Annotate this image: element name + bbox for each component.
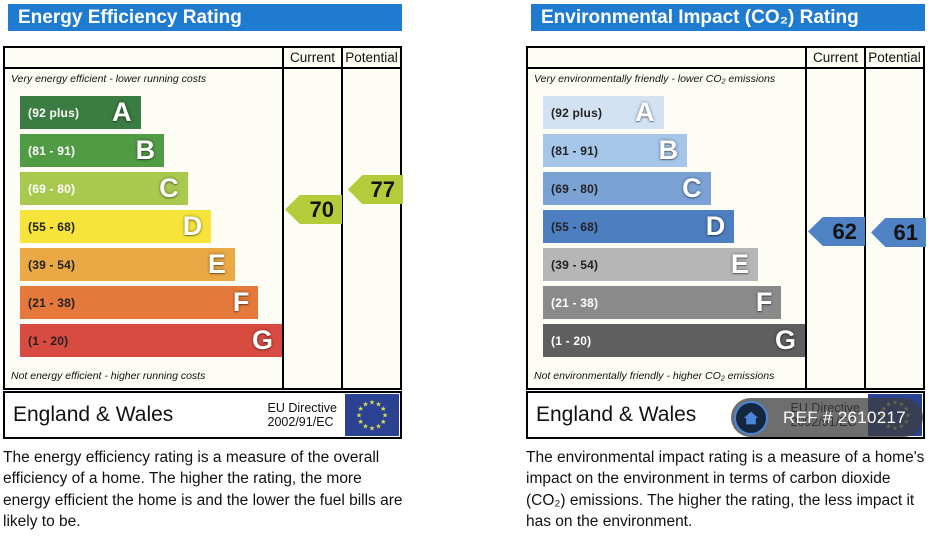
energy-bottom-note: Not energy efficient - higher running co… [11, 370, 206, 382]
energy-description: The energy efficiency rating is a measur… [3, 449, 403, 531]
environment-rating-header-spacer [528, 48, 805, 69]
environment-chart-title-bar: Environmental Impact (CO₂) Rating [531, 4, 925, 31]
environment-bands: (92 plus) A (81 - 91) B (69 - 80) C (5 [543, 96, 805, 362]
svg-text:★: ★ [382, 412, 388, 420]
band-range-label: (81 - 91) [28, 143, 76, 158]
ref-watermark: REF # 2610217 [731, 398, 923, 437]
band-range-label: (81 - 91) [551, 143, 599, 158]
band-range-label: (21 - 38) [551, 295, 599, 310]
energy-band-a: (92 plus) A [20, 96, 141, 129]
environment-top-note: Very environmentally friendly - lower CO… [534, 73, 776, 85]
eu-stars: ★★★ ★★★ ★★★ ★★★ [356, 399, 388, 433]
energy-top-note: Very energy efficient - lower running co… [11, 73, 207, 85]
environment-potential-column: Potential [864, 48, 923, 388]
environment-band-b: (81 - 91) B [543, 134, 688, 167]
energy-band-g: (1 - 20) G [20, 324, 282, 357]
svg-text:★: ★ [375, 423, 381, 431]
current-column-header: Current [284, 48, 341, 69]
band-letter: C [682, 173, 702, 203]
band-range-label: (1 - 20) [28, 333, 69, 348]
environment-band-c: (69 - 80) C [543, 172, 711, 205]
band-letter: B [658, 135, 679, 165]
band-letter: A [635, 97, 655, 127]
svg-text:★: ★ [369, 425, 375, 433]
current-column-header: Current [807, 48, 864, 69]
energy-rating-column: Very energy efficient - lower running co… [5, 48, 282, 388]
band-range-label: (55 - 68) [551, 219, 599, 234]
region-label: England & Wales [536, 403, 697, 426]
energy-band-e: (39 - 54) E [20, 248, 235, 281]
svg-text:★: ★ [358, 418, 364, 426]
energy-band-c: (69 - 80) C [20, 172, 188, 205]
environment-current-column: Current [805, 48, 864, 388]
band-letter: G [774, 325, 796, 355]
energy-potential-column: Potential [341, 48, 400, 388]
environment-band-e: (39 - 54) E [543, 248, 758, 281]
environment-rating-body: Very environmentally friendly - lower CO… [528, 69, 805, 388]
svg-text:★: ★ [380, 405, 386, 413]
energy-rating-table: Very energy efficient - lower running co… [3, 46, 403, 390]
energy-bands: (92 plus) A (81 - 91) B (69 - 80) C (5 [20, 96, 282, 362]
region-label: England & Wales [13, 403, 174, 426]
svg-text:★: ★ [380, 418, 386, 426]
band-letter: B [135, 135, 156, 165]
environment-description: The environmental impact rating is a mea… [526, 449, 925, 531]
environment-current-value: 62 [832, 218, 857, 244]
band-range-label: (92 plus) [28, 105, 80, 120]
energy-chart-title-bar: Energy Efficiency Rating [8, 4, 402, 31]
energy-potential-value: 77 [370, 176, 395, 202]
band-letter: E [730, 249, 749, 279]
band-letter: A [112, 97, 132, 127]
band-letter: F [755, 287, 773, 317]
band-letter: D [182, 211, 203, 241]
ref-number: REF # 2610217 [783, 407, 906, 427]
house-icon [743, 411, 759, 424]
band-range-label: (21 - 38) [28, 295, 76, 310]
potential-column-header: Potential [866, 48, 923, 69]
svg-text:★: ★ [358, 405, 364, 413]
energy-efficiency-chart: Energy Efficiency Rating Very energy eff… [3, 4, 403, 533]
environment-rating-table: Very environmentally friendly - lower CO… [526, 46, 926, 390]
band-range-label: (92 plus) [551, 105, 603, 120]
eu-flag-icon: ★★★ ★★★ ★★★ ★★★ [345, 394, 399, 436]
svg-text:★: ★ [362, 423, 368, 431]
energy-footer: England & Wales EU Directive 2002/91/EC … [3, 391, 402, 439]
energy-current-value: 70 [309, 196, 334, 222]
svg-text:★: ★ [356, 412, 362, 420]
environment-band-d: (55 - 68) D [543, 210, 735, 243]
band-letter: F [232, 287, 250, 317]
environmental-impact-chart: Environmental Impact (CO₂) Rating Very e… [526, 4, 926, 533]
eu-directive-label: EU Directive 2002/91/EC [267, 400, 337, 429]
energy-current-column: Current [282, 48, 341, 388]
environment-band-f: (21 - 38) F [543, 286, 782, 319]
environment-band-a: (92 plus) A [543, 96, 664, 129]
environment-potential-value: 61 [893, 219, 918, 245]
environment-chart-title: Environmental Impact (CO₂) Rating [541, 6, 859, 28]
energy-chart-title: Energy Efficiency Rating [18, 6, 242, 28]
band-letter: D [705, 211, 726, 241]
svg-text:★: ★ [375, 400, 381, 408]
potential-column-header: Potential [343, 48, 400, 69]
band-range-label: (69 - 80) [28, 181, 76, 196]
energy-band-f: (21 - 38) F [20, 286, 259, 319]
svg-text:★: ★ [369, 399, 375, 407]
band-range-label: (69 - 80) [551, 181, 599, 196]
environment-bottom-note: Not environmentally friendly - higher CO… [534, 370, 775, 382]
band-range-label: (55 - 68) [28, 219, 76, 234]
band-letter: E [207, 249, 226, 279]
energy-band-b: (81 - 91) B [20, 134, 165, 167]
band-range-label: (1 - 20) [551, 333, 592, 348]
band-range-label: (39 - 54) [551, 257, 599, 272]
band-letter: G [251, 325, 273, 355]
energy-rating-body: Very energy efficient - lower running co… [5, 69, 282, 388]
environment-rating-column: Very environmentally friendly - lower CO… [528, 48, 805, 388]
energy-band-d: (55 - 68) D [20, 210, 212, 243]
svg-text:★: ★ [362, 400, 368, 408]
band-range-label: (39 - 54) [28, 257, 76, 272]
energy-rating-header-spacer [5, 48, 282, 69]
band-letter: C [159, 173, 179, 203]
environment-band-g: (1 - 20) G [543, 324, 805, 357]
watermark-house-badge [734, 400, 768, 435]
